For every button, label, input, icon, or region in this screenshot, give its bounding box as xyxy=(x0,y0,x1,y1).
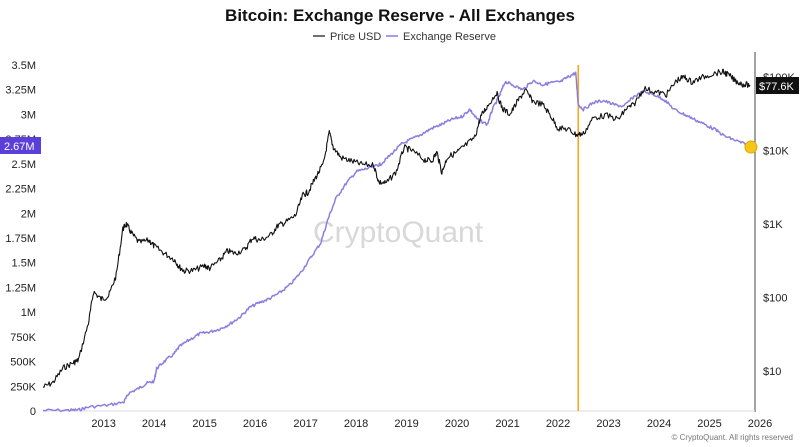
y-left-tick-label: 3.5M xyxy=(12,60,36,72)
x-tick-label: 2016 xyxy=(243,418,267,430)
y-right-tick-label: $1K xyxy=(763,219,783,231)
x-tick-label: 2023 xyxy=(596,418,620,430)
watermark: CryptoQuant xyxy=(313,216,484,249)
x-tick-label: 2017 xyxy=(293,418,317,430)
x-tick-label: 2013 xyxy=(91,418,115,430)
x-tick-label: 2025 xyxy=(697,418,721,430)
x-tick-label: 2022 xyxy=(546,418,570,430)
y-left-tick-label: 0 xyxy=(30,406,36,418)
y-left-tick-label: 2M xyxy=(21,208,36,220)
current-reserve-dot xyxy=(744,140,758,154)
current-price-value: $77.6K xyxy=(759,81,795,93)
y-right-tick-label: $10 xyxy=(763,366,781,378)
legend: Price USD Exchange Reserve xyxy=(313,31,496,43)
chart-title: Bitcoin: Exchange Reserve - All Exchange… xyxy=(225,6,575,25)
current-reserve-badge: 2.67M xyxy=(0,137,41,154)
y-left-tick-label: 2.5M xyxy=(12,159,36,171)
legend-label-price[interactable]: Price USD xyxy=(330,31,381,43)
y-left-tick-label: 3M xyxy=(21,109,36,121)
current-price-badge: $77.6K xyxy=(756,77,799,94)
y-left-tick-label: 1.25M xyxy=(5,282,36,294)
y-left-tick-label: 1.5M xyxy=(12,258,36,270)
x-tick-label: 2021 xyxy=(495,418,519,430)
legend-label-reserve[interactable]: Exchange Reserve xyxy=(403,31,496,43)
series-line-exchange-reserve xyxy=(42,71,751,413)
y-right-tick-label: $100 xyxy=(763,293,787,305)
current-reserve-value: 2.67M xyxy=(4,141,35,153)
x-tick-label: 2019 xyxy=(394,418,418,430)
current-reserve-badge-bg xyxy=(0,137,41,154)
y-right-axis: $10$100$1K$10K$100K xyxy=(763,72,795,378)
y-left-tick-label: 2.25M xyxy=(5,184,36,196)
current-price-badge-bg xyxy=(756,77,799,94)
x-tick-label: 2015 xyxy=(192,418,216,430)
y-right-tick-label: $10K xyxy=(763,146,789,158)
x-axis: 2013 2014 2015 2016 2017 2018 2019 2020 2021 2022… xyxy=(91,418,772,430)
y-left-tick-label: 1M xyxy=(21,307,36,319)
y-left-axis: 0 250K 500K 750K 1M 1.25M 1.5M 1.75M 2M 2.25M 2.5M… xyxy=(5,60,36,418)
y-left-tick-label: 3.25M xyxy=(5,85,36,97)
y-left-tick-label: 500K xyxy=(10,357,36,369)
x-tick-label: 2024 xyxy=(647,418,671,430)
x-tick-label: 2014 xyxy=(142,418,166,430)
x-tick-label: 2020 xyxy=(445,418,469,430)
y-left-tick-label: 750K xyxy=(10,332,36,344)
y-left-tick-label: 1.75M xyxy=(5,233,36,245)
x-tick-label: 2018 xyxy=(344,418,368,430)
y-left-tick-label: 250K xyxy=(10,381,36,393)
copyright-notice: © CryptoQuant. All rights reserved xyxy=(672,433,794,442)
x-tick-label: 2026 xyxy=(748,418,772,430)
series-line-price-usd xyxy=(43,68,751,388)
